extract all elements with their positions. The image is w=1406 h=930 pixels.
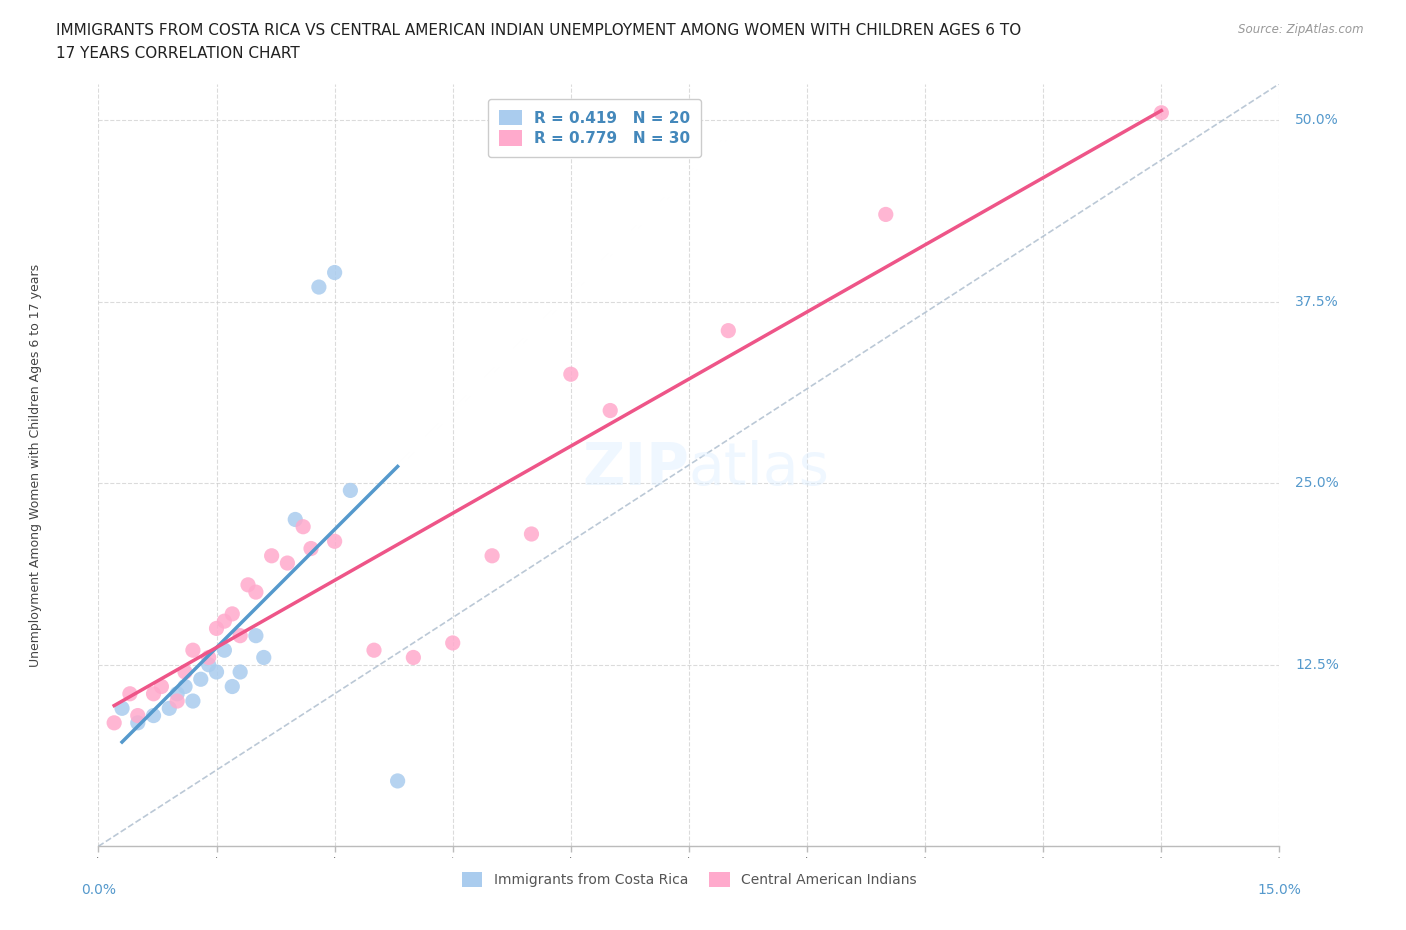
Point xyxy=(150,679,173,694)
Point xyxy=(339,483,361,498)
Point xyxy=(197,650,219,665)
Point xyxy=(111,701,134,716)
Point xyxy=(142,708,165,723)
Point xyxy=(221,606,243,621)
Text: 17 YEARS CORRELATION CHART: 17 YEARS CORRELATION CHART xyxy=(56,46,299,61)
Point xyxy=(190,671,212,686)
Point xyxy=(236,578,259,592)
Point xyxy=(166,686,188,701)
Point xyxy=(363,643,385,658)
Point xyxy=(127,708,149,723)
Text: 37.5%: 37.5% xyxy=(1295,295,1339,309)
Point xyxy=(520,526,543,541)
Text: 12.5%: 12.5% xyxy=(1295,658,1339,671)
Point xyxy=(181,643,204,658)
Point xyxy=(205,665,228,680)
Point xyxy=(245,585,267,600)
Point xyxy=(292,519,315,534)
Text: 15.0%: 15.0% xyxy=(1257,883,1302,897)
Point xyxy=(229,665,252,680)
Point xyxy=(308,280,330,295)
Point xyxy=(441,635,464,650)
Legend: Immigrants from Costa Rica, Central American Indians: Immigrants from Costa Rica, Central Amer… xyxy=(456,867,922,893)
Point xyxy=(599,403,621,418)
Point xyxy=(197,658,219,672)
Point xyxy=(166,694,188,709)
Point xyxy=(127,715,149,730)
Text: 50.0%: 50.0% xyxy=(1295,113,1339,127)
Text: 0.0%: 0.0% xyxy=(82,883,115,897)
Text: atlas: atlas xyxy=(689,440,830,498)
Point xyxy=(245,629,267,644)
Point xyxy=(142,686,165,701)
Point xyxy=(481,549,503,564)
Point xyxy=(181,694,204,709)
Text: Source: ZipAtlas.com: Source: ZipAtlas.com xyxy=(1239,23,1364,36)
Point xyxy=(174,679,197,694)
Point xyxy=(276,555,298,570)
Point xyxy=(717,324,740,339)
Point xyxy=(157,701,180,716)
Text: IMMIGRANTS FROM COSTA RICA VS CENTRAL AMERICAN INDIAN UNEMPLOYMENT AMONG WOMEN W: IMMIGRANTS FROM COSTA RICA VS CENTRAL AM… xyxy=(56,23,1022,38)
Point xyxy=(214,643,236,658)
Point xyxy=(1150,105,1173,120)
Point xyxy=(253,650,276,665)
Point xyxy=(284,512,307,527)
Point xyxy=(387,774,409,789)
Point xyxy=(174,665,197,680)
Point xyxy=(205,621,228,636)
Point xyxy=(875,207,897,222)
Point xyxy=(402,650,425,665)
Text: 25.0%: 25.0% xyxy=(1295,476,1339,490)
Point xyxy=(260,549,283,564)
Point xyxy=(323,265,346,280)
Point xyxy=(299,541,322,556)
Text: Unemployment Among Women with Children Ages 6 to 17 years: Unemployment Among Women with Children A… xyxy=(30,263,42,667)
Point xyxy=(323,534,346,549)
Point xyxy=(560,366,582,381)
Point xyxy=(221,679,243,694)
Point xyxy=(118,686,141,701)
Point xyxy=(103,715,125,730)
Point xyxy=(214,614,236,629)
Point xyxy=(229,629,252,644)
Text: ZIP: ZIP xyxy=(582,440,689,498)
